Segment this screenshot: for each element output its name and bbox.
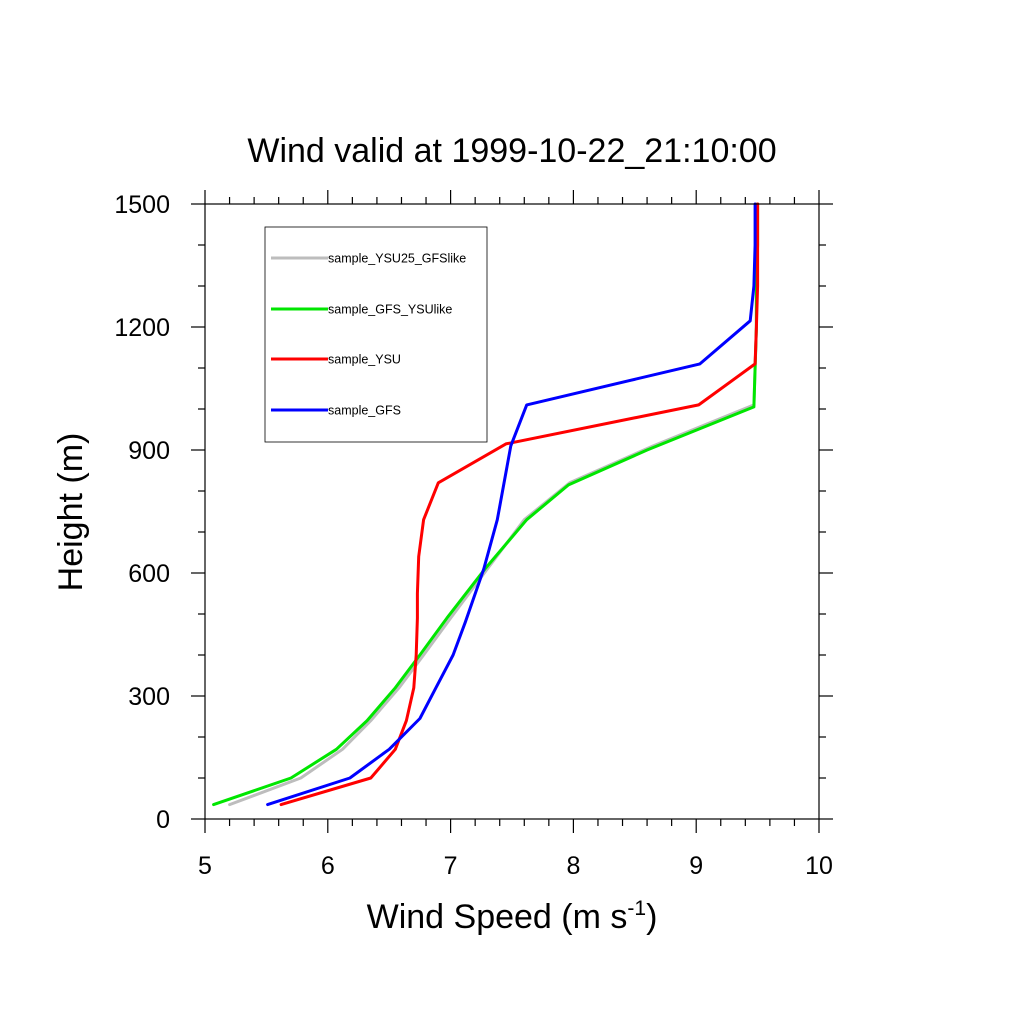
y-tick-label: 1200 xyxy=(114,314,170,342)
legend-item: sample_GFS_YSUlike xyxy=(271,303,452,317)
y-tick-label: 600 xyxy=(128,560,170,588)
x-axis-label: Wind Speed (m s-1) xyxy=(367,897,658,936)
x-axis-label-close: ) xyxy=(646,898,657,936)
legend-label: sample_GFS_YSUlike xyxy=(328,303,452,317)
series-line-3 xyxy=(266,202,757,807)
x-tick-label: 5 xyxy=(198,852,212,880)
chart-title: Wind valid at 1999-10-22_21:10:00 xyxy=(247,132,776,170)
x-tick-label: 8 xyxy=(566,852,580,880)
legend-label: sample_YSU25_GFSlike xyxy=(328,252,466,266)
tick-layer xyxy=(191,190,833,833)
y-tick-label: 0 xyxy=(156,806,170,834)
x-tick-label: 9 xyxy=(689,852,703,880)
legend-item: sample_YSU25_GFSlike xyxy=(271,252,466,266)
y-tick-label: 900 xyxy=(128,437,170,465)
plot-area xyxy=(212,202,760,807)
legend-box xyxy=(264,226,488,443)
legend: sample_YSU25_GFSlike sample_GFS_YSUlikesa… xyxy=(264,226,488,443)
legend-items: sample_YSU25_GFSlike sample_GFS_YSUlikesa… xyxy=(271,252,466,418)
x-axis-label-superscript: -1 xyxy=(627,897,646,920)
series-line-2 xyxy=(279,202,760,807)
plot-frame xyxy=(204,203,820,820)
x-axis-label-main: Wind Speed (m s xyxy=(367,898,628,936)
legend-label: sample_YSU xyxy=(328,353,401,367)
x-tick-label: 7 xyxy=(444,852,458,880)
y-tick-labels: 0 300 600 900 1200 1500 xyxy=(114,191,170,834)
legend-item: sample_YSU xyxy=(271,353,401,367)
y-tick-label: 300 xyxy=(128,683,170,711)
y-axis-label: Height (m) xyxy=(52,433,90,592)
series-layer xyxy=(212,202,760,807)
legend-item: sample_GFS xyxy=(271,404,401,418)
y-tick-label: 1500 xyxy=(114,191,170,219)
x-tick-labels: 5 6 7 8 9 10 xyxy=(198,852,833,880)
x-tick-label: 10 xyxy=(805,852,833,880)
legend-label: sample_GFS xyxy=(328,404,401,418)
x-tick-label: 6 xyxy=(321,852,335,880)
